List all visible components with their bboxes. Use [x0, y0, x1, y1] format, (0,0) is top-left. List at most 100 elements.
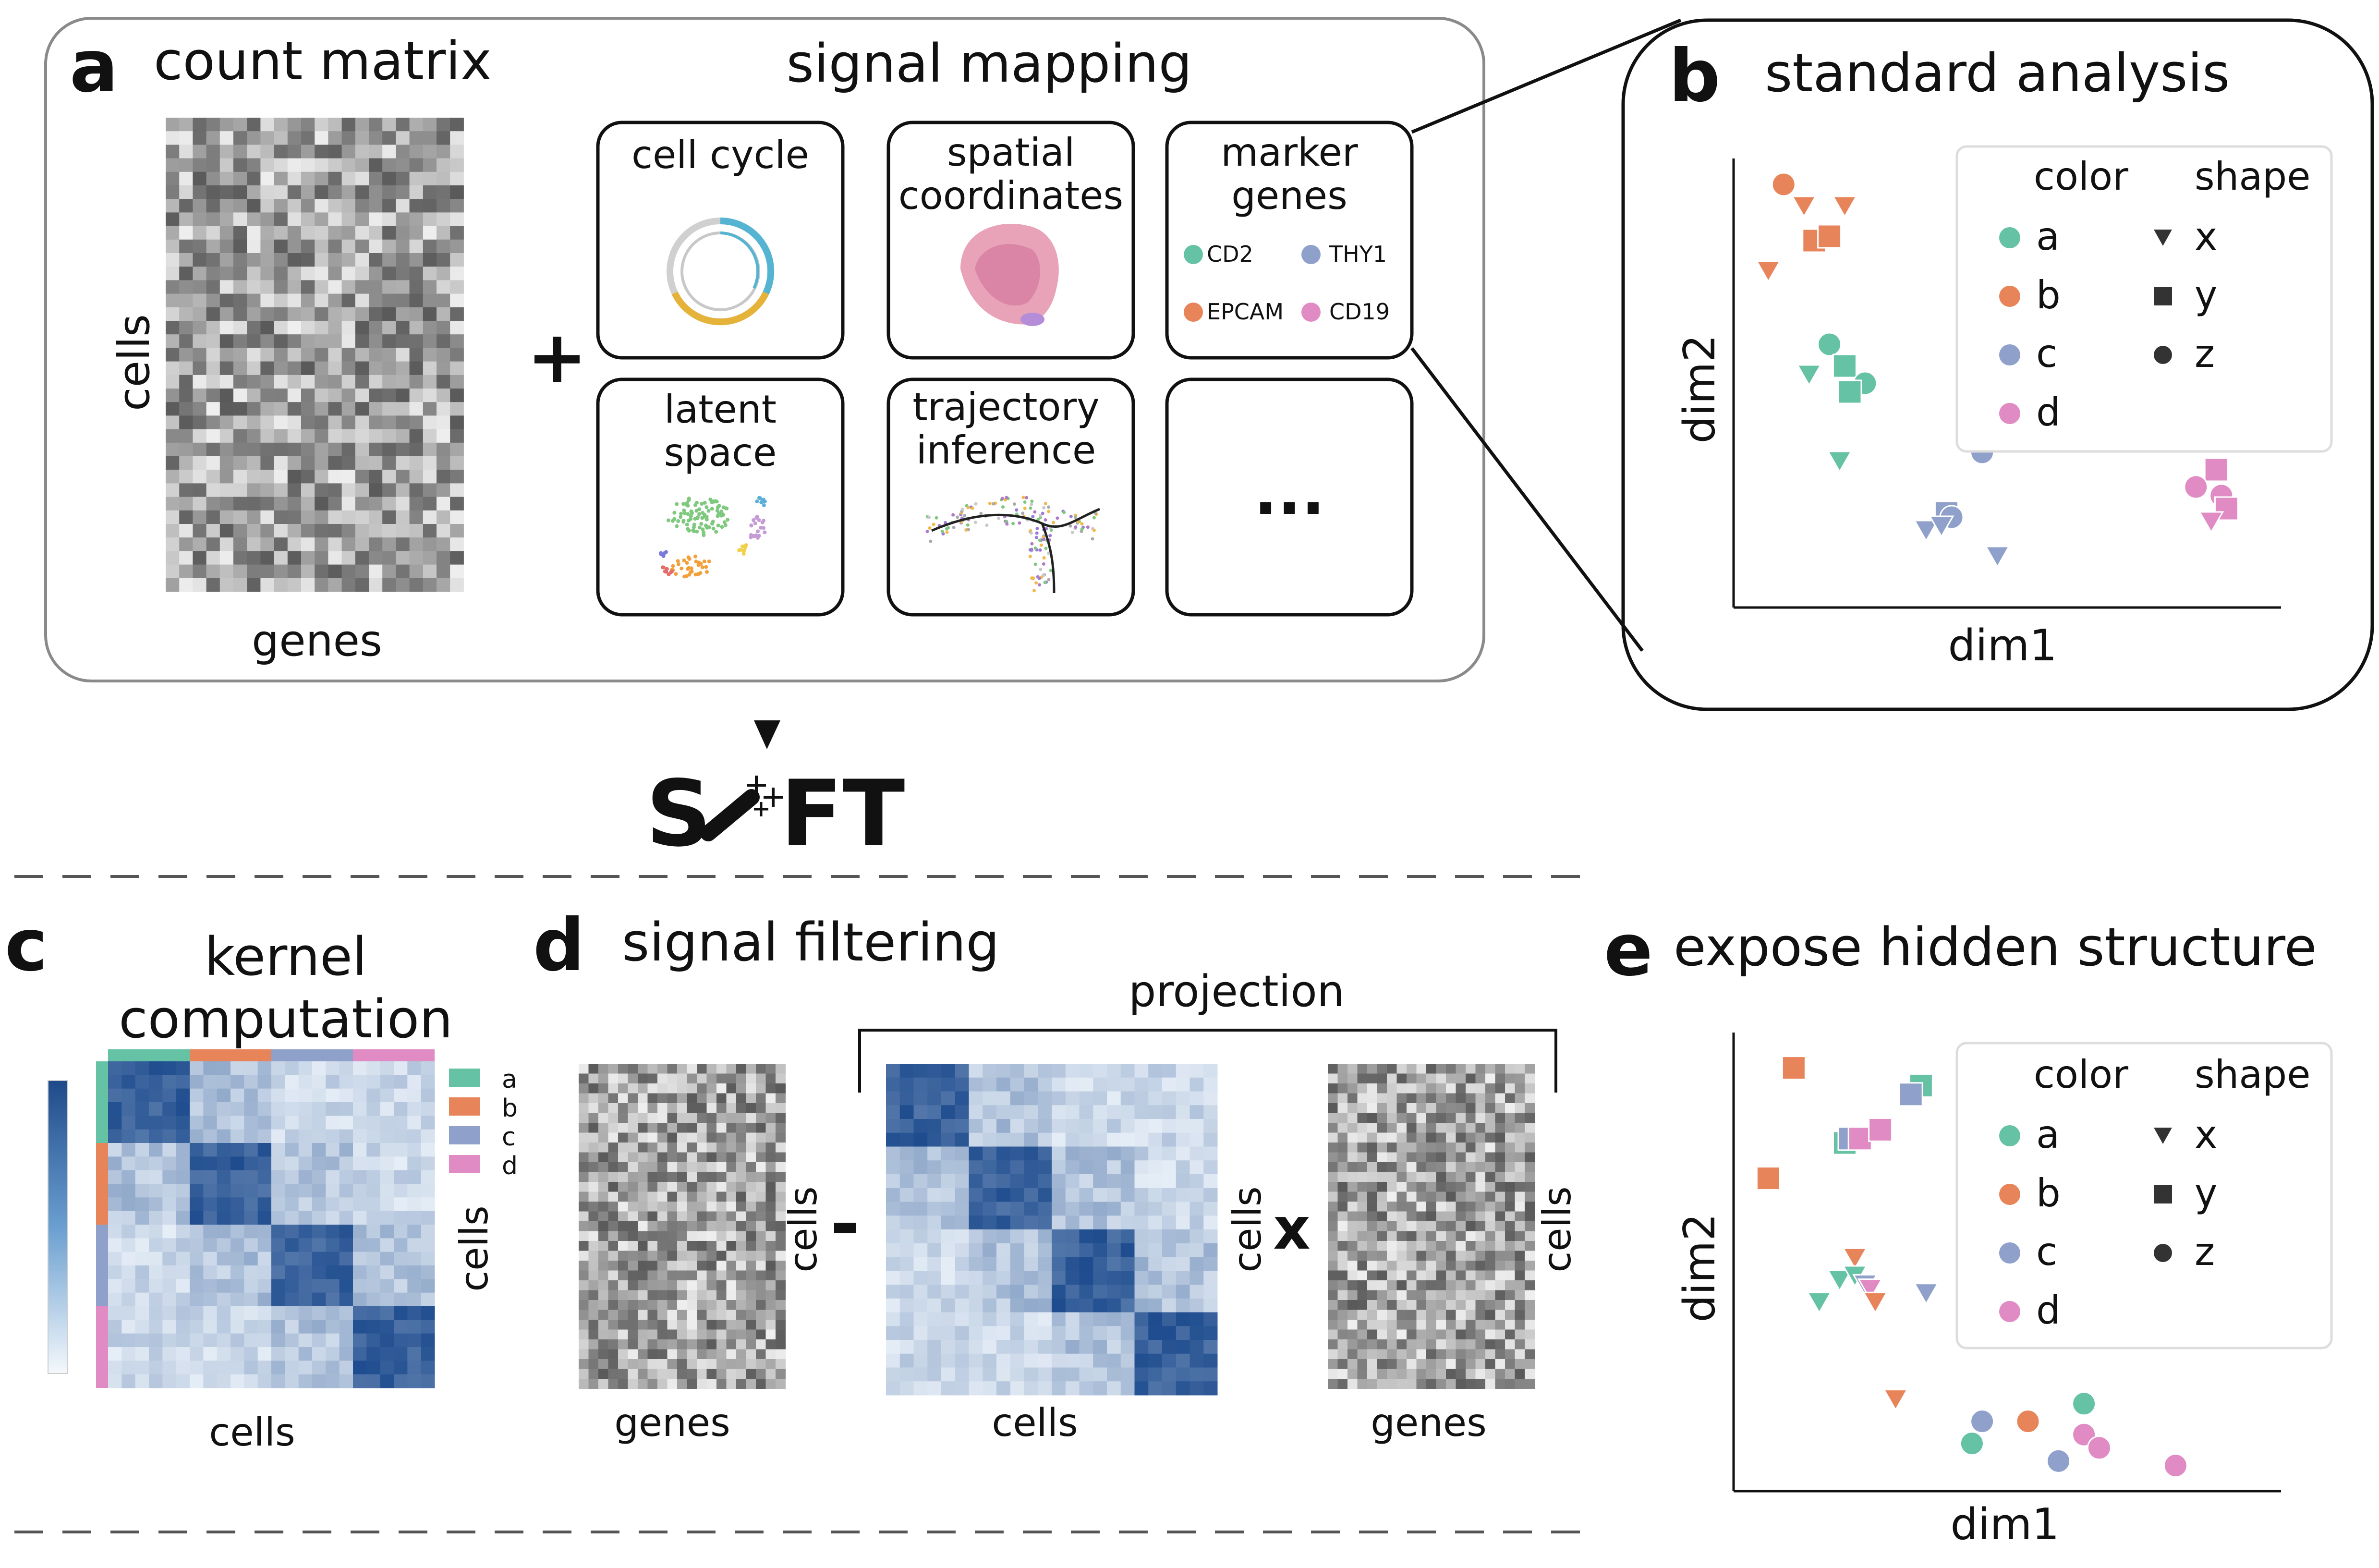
e-point-0	[1781, 1056, 1806, 1081]
legend-label-d: d	[2036, 390, 2061, 435]
e-point-6	[1847, 1126, 1872, 1151]
e-point-22	[2046, 1448, 2071, 1473]
signal-mapping-title: signal mapping	[787, 33, 1192, 94]
b-point-0	[1771, 172, 1796, 197]
b-point-6	[1817, 332, 1842, 357]
e-point-16	[1882, 1389, 1908, 1411]
kernel-legend-c: c	[502, 1123, 516, 1152]
b-point-16	[1929, 515, 1954, 538]
panel-c: c kernel computation cells cells a b c d	[5, 904, 518, 1455]
down-arrow-icon	[754, 720, 780, 749]
b-point-10	[1837, 379, 1862, 404]
legend-e-label-a: a	[2036, 1112, 2060, 1157]
b-point-5	[1755, 260, 1781, 283]
b-point-11	[1827, 450, 1853, 474]
legend-label-a: a	[2036, 214, 2060, 259]
b-point-2	[1832, 195, 1857, 219]
legend-color-title: color	[2034, 154, 2128, 199]
legend-e-label-d: d	[2036, 1288, 2061, 1333]
kernel-legend-a: a	[502, 1065, 517, 1094]
marker-dot-thy1	[1301, 245, 1321, 264]
e-point-18	[1970, 1409, 1995, 1434]
legend-color-d	[1999, 403, 2020, 424]
kernel-legend-b: b	[502, 1094, 518, 1123]
kernel-heatmap-d	[886, 1064, 1218, 1396]
panel-c-letter: c	[5, 904, 48, 987]
panel-b-legend: color shape a b c d x y z	[1955, 145, 2333, 453]
b-point-22	[2198, 511, 2224, 534]
legend-label-c: c	[2036, 331, 2057, 376]
e-point-13	[1806, 1291, 1832, 1314]
legend-label-b: b	[2036, 273, 2061, 317]
e-point-20	[2072, 1391, 2097, 1416]
zoom-line-top	[1411, 18, 1682, 134]
b-point-7	[1832, 353, 1857, 378]
panel-a-letter: a	[70, 25, 118, 109]
marker-dot-cd19	[1301, 303, 1321, 322]
tile-more: ...	[1165, 377, 1414, 617]
panel-d-letter: d	[533, 904, 584, 987]
panel-e-title: expose hidden structure	[1674, 916, 2317, 978]
panel-e: e expose hidden structure dim1 dim2 colo…	[1604, 909, 2333, 1550]
legend-label-z: z	[2195, 331, 2215, 376]
e-point-24	[2163, 1453, 2188, 1478]
tile-more-ellipsis: ...	[1254, 456, 1325, 529]
panel-b-letter: b	[1669, 35, 1720, 118]
b-point-17	[1984, 546, 2010, 569]
times-sign: x	[1273, 1196, 1310, 1263]
brain-section-image	[960, 223, 1059, 326]
legend-label-x: x	[2195, 214, 2217, 259]
panel-d-title: signal filtering	[622, 912, 999, 973]
cell-cycle-ring-icon	[667, 217, 775, 326]
count-matrix-1-heatmap	[579, 1064, 786, 1389]
count-matrix-heatmap	[166, 118, 464, 592]
panel-b-title: standard analysis	[1765, 42, 2230, 104]
e-point-12	[1857, 1278, 1883, 1301]
tile-latent-label1: latent	[664, 387, 777, 432]
panel-e-letter: e	[1604, 909, 1653, 992]
legend-shape-circle-icon	[2154, 346, 2172, 364]
panel-d: d signal filtering projection genes cell…	[533, 904, 1579, 1445]
sift-logo: S FT	[646, 720, 905, 867]
tile-trajectory-inference: trajectory inference	[886, 377, 1135, 617]
e-point-8	[1842, 1247, 1868, 1270]
panel-b-ylabel: dim2	[1675, 334, 1725, 443]
panel-b-frame	[1621, 18, 2374, 711]
legend-shape-triangle-icon	[2154, 230, 2172, 246]
matrix2-ylabel: cells	[1535, 1186, 1579, 1272]
panel-c-xlabel: cells	[209, 1410, 295, 1455]
marker-dot-epcam	[1184, 303, 1203, 322]
e-point-9	[1827, 1269, 1853, 1292]
panel-a: a count matrix cells genes + signal mapp…	[44, 17, 1682, 682]
b-point-1	[1791, 195, 1817, 219]
legend-color-a	[1999, 227, 2020, 248]
minus-sign: -	[830, 1182, 860, 1266]
panel-a-frame	[44, 17, 1485, 682]
e-point-15	[1862, 1291, 1888, 1314]
legend-color-c	[1999, 344, 2020, 365]
b-point-9	[1796, 364, 1822, 387]
legend-shape-square-icon	[2154, 287, 2172, 305]
tile-spatial-label1: spatial	[947, 130, 1075, 175]
legend-e-color-a	[1999, 1125, 2020, 1146]
tile-marker-genes: marker genes CD2 THY1 EPCAM CD19	[1165, 121, 1414, 360]
b-point-21	[2184, 474, 2209, 499]
b-point-15	[1913, 520, 1939, 543]
legend-e-label-z: z	[2195, 1229, 2215, 1274]
kernel-d-xlabel: cells	[992, 1400, 1078, 1445]
panel-c-legend: a b c d	[449, 1065, 518, 1180]
e-point-14	[1913, 1283, 1939, 1305]
legend-e-color-d	[1999, 1301, 2020, 1322]
panel-e-xlabel: dim1	[1950, 1499, 2059, 1550]
marker-dot-cd2	[1184, 245, 1203, 264]
tile-latent-label2: space	[664, 430, 777, 475]
marker-label-cd19: CD19	[1329, 299, 1390, 325]
count-matrix-xlabel: genes	[252, 616, 382, 666]
panel-e-points	[1756, 1056, 2188, 1478]
panel-c-ylabel: cells	[452, 1205, 497, 1291]
count-matrix-2-heatmap	[1328, 1064, 1535, 1389]
tile-cell-cycle-label: cell cycle	[631, 133, 809, 177]
legend-label-y: y	[2195, 273, 2217, 317]
e-point-3	[1898, 1082, 1923, 1107]
